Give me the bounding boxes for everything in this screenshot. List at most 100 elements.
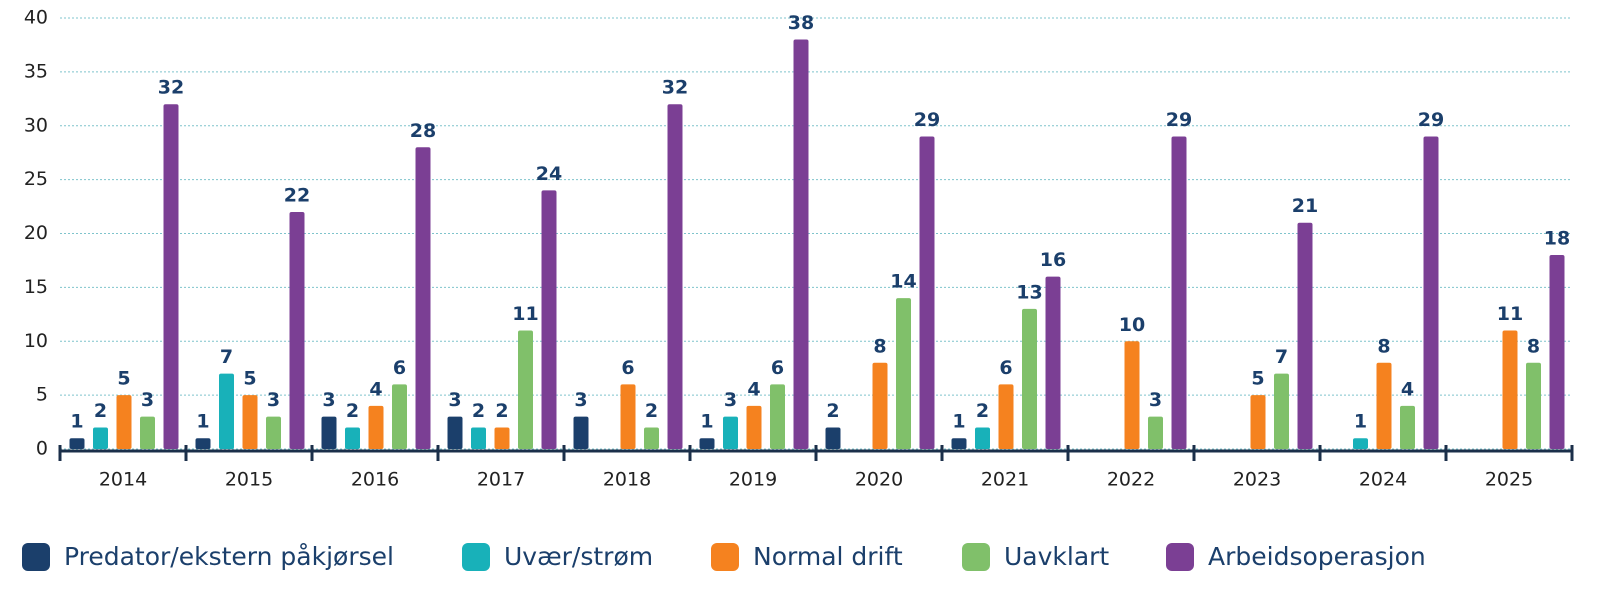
bar: [345, 427, 360, 449]
legend-label: Uvær/strøm: [504, 542, 653, 571]
data-label: 1: [196, 411, 209, 433]
data-label: 16: [1040, 249, 1066, 271]
data-label: 29: [1166, 109, 1192, 131]
data-label: 14: [890, 271, 916, 293]
data-label: 7: [220, 346, 233, 368]
x-tick-label: 2015: [225, 469, 273, 491]
data-label: 6: [393, 357, 406, 379]
bar: [1171, 136, 1187, 449]
data-label: 2: [472, 400, 485, 422]
bar: [494, 427, 510, 449]
y-tick-label: 5: [36, 384, 48, 406]
bar: [289, 211, 305, 449]
bar: [93, 427, 108, 449]
bar: [998, 384, 1014, 449]
bar: [69, 438, 85, 449]
bar: [1376, 362, 1392, 449]
data-label: 3: [322, 389, 335, 411]
data-label: 2: [976, 400, 989, 422]
x-tick-label: 2019: [729, 469, 777, 491]
x-tick-label: 2021: [981, 469, 1029, 491]
y-tick-label: 20: [24, 222, 48, 244]
bar: [825, 427, 841, 449]
y-tick-label: 0: [36, 438, 48, 460]
legend-label: Normal drift: [753, 542, 903, 571]
data-label: 1: [1354, 411, 1367, 433]
data-label: 1: [70, 411, 83, 433]
bar: [746, 405, 762, 449]
data-label: 29: [914, 109, 940, 131]
bar: [392, 384, 407, 449]
bar: [620, 384, 636, 449]
bar: [699, 438, 715, 449]
data-label: 3: [724, 389, 737, 411]
bar: [1526, 362, 1541, 449]
bar: [163, 104, 179, 449]
bar: [447, 416, 463, 449]
data-label: 21: [1292, 195, 1318, 217]
bar: [1250, 395, 1266, 449]
data-label: 22: [284, 184, 310, 206]
data-label: 13: [1016, 281, 1042, 303]
bar: [368, 405, 384, 449]
x-tick-label: 2020: [855, 469, 903, 491]
y-tick-label: 40: [24, 7, 48, 29]
x-tick-label: 2023: [1233, 469, 1281, 491]
legend-swatch: [462, 543, 490, 571]
x-tick-label: 2014: [99, 469, 147, 491]
data-label: 1: [952, 411, 965, 433]
bar: [793, 39, 809, 450]
bar: [644, 427, 659, 449]
x-tick-label: 2022: [1107, 469, 1155, 491]
bar: [471, 427, 486, 449]
bar: [667, 104, 683, 449]
legend-swatch: [711, 543, 739, 571]
bar: [1400, 405, 1415, 449]
y-tick-label: 25: [24, 168, 48, 190]
data-label: 6: [999, 357, 1012, 379]
data-label: 8: [873, 335, 886, 357]
bar: [1502, 330, 1518, 449]
bar: [266, 416, 281, 449]
bar: [951, 438, 967, 449]
bar: [919, 136, 935, 449]
y-tick-label: 10: [24, 330, 48, 352]
legend-swatch: [1166, 543, 1194, 571]
bar: [1022, 308, 1037, 449]
bar: [975, 427, 990, 449]
bar: [723, 416, 738, 449]
x-tick-label: 2018: [603, 469, 651, 491]
data-label: 11: [512, 303, 538, 325]
data-label: 28: [410, 120, 436, 142]
data-label: 3: [141, 389, 154, 411]
data-label: 8: [1527, 335, 1540, 357]
bar: [770, 384, 785, 449]
data-label: 3: [1149, 389, 1162, 411]
data-label: 11: [1497, 303, 1523, 325]
data-label: 32: [158, 77, 184, 99]
legend-swatch: [962, 543, 990, 571]
data-label: 24: [536, 163, 562, 185]
data-label: 3: [574, 389, 587, 411]
y-tick-label: 35: [24, 60, 48, 82]
x-tick-label: 2017: [477, 469, 525, 491]
data-label: 10: [1119, 314, 1145, 336]
data-label: 4: [1401, 378, 1414, 400]
bar: [872, 362, 888, 449]
bar: [541, 190, 557, 449]
data-label: 5: [117, 368, 130, 390]
legend-label: Arbeidsoperasjon: [1208, 542, 1426, 571]
data-label: 1: [700, 411, 713, 433]
bar: [1423, 136, 1439, 449]
data-label: 5: [243, 368, 256, 390]
data-label: 4: [747, 378, 760, 400]
bar: [242, 395, 258, 449]
data-label: 5: [1251, 368, 1264, 390]
data-label: 3: [448, 389, 461, 411]
data-label: 18: [1544, 228, 1570, 250]
bar: [1549, 255, 1565, 449]
bar: [415, 147, 431, 450]
x-tick-label: 2025: [1485, 469, 1533, 491]
data-label: 32: [662, 77, 688, 99]
